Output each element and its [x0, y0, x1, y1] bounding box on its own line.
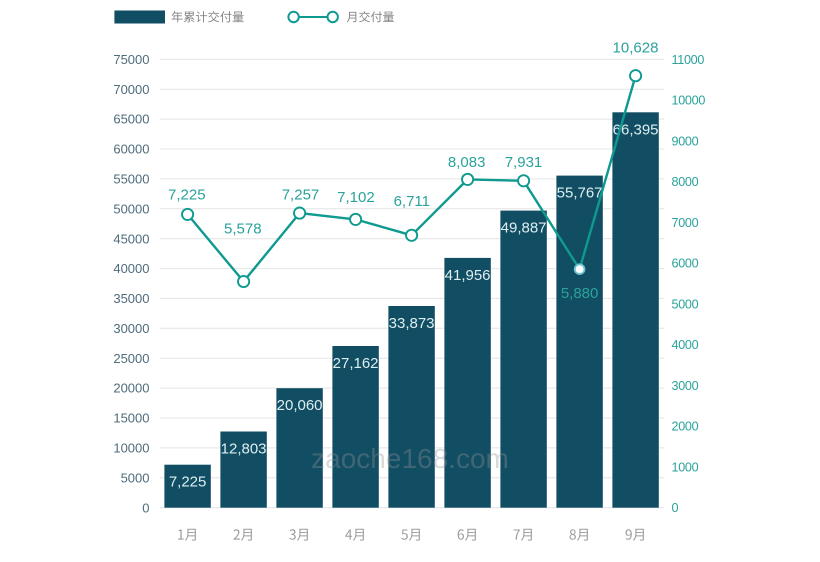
svg-text:49,887: 49,887: [501, 220, 547, 237]
svg-text:zaoche168.com: zaoche168.com: [311, 443, 509, 474]
svg-text:0: 0: [142, 500, 149, 515]
svg-text:7,931: 7,931: [505, 154, 543, 171]
svg-text:70000: 70000: [113, 82, 149, 97]
svg-text:65000: 65000: [113, 112, 149, 127]
svg-text:12,803: 12,803: [221, 441, 267, 458]
svg-text:6,711: 6,711: [394, 193, 430, 210]
svg-text:41,956: 41,956: [445, 267, 491, 284]
svg-text:2000: 2000: [672, 420, 699, 434]
svg-text:27,162: 27,162: [333, 355, 379, 372]
svg-text:5000: 5000: [672, 297, 699, 311]
svg-text:55000: 55000: [113, 172, 149, 187]
svg-text:10,628: 10,628: [613, 39, 659, 56]
svg-text:15000: 15000: [113, 411, 149, 426]
svg-text:8000: 8000: [672, 175, 699, 189]
svg-text:9000: 9000: [672, 134, 699, 148]
svg-text:7,225: 7,225: [168, 187, 206, 204]
svg-text:30000: 30000: [113, 321, 149, 336]
svg-text:5,880: 5,880: [561, 285, 599, 302]
svg-text:60000: 60000: [113, 142, 149, 157]
svg-text:0: 0: [672, 501, 679, 515]
svg-text:7,102: 7,102: [337, 189, 375, 206]
svg-text:6000: 6000: [672, 257, 699, 271]
svg-text:25000: 25000: [113, 351, 149, 366]
svg-text:5,578: 5,578: [224, 220, 262, 237]
svg-text:7,257: 7,257: [282, 187, 320, 204]
svg-text:33,873: 33,873: [389, 315, 435, 332]
svg-text:20,060: 20,060: [277, 397, 323, 414]
svg-text:35000: 35000: [113, 291, 149, 306]
svg-text:1000: 1000: [672, 460, 699, 474]
svg-text:7,225: 7,225: [169, 474, 207, 491]
svg-text:55,767: 55,767: [557, 185, 603, 202]
svg-text:11000: 11000: [672, 53, 705, 67]
svg-text:66,395: 66,395: [613, 121, 659, 138]
svg-text:10000: 10000: [113, 441, 149, 456]
svg-text:45000: 45000: [113, 231, 149, 246]
svg-text:75000: 75000: [113, 52, 149, 67]
svg-text:8,083: 8,083: [448, 154, 486, 171]
svg-text:4000: 4000: [672, 338, 699, 352]
svg-text:3000: 3000: [672, 379, 699, 393]
svg-text:7000: 7000: [672, 216, 699, 230]
svg-text:50000: 50000: [113, 201, 149, 216]
svg-text:5000: 5000: [121, 470, 150, 485]
svg-text:40000: 40000: [113, 261, 149, 276]
svg-text:10000: 10000: [672, 94, 706, 108]
svg-text:20000: 20000: [113, 381, 149, 396]
